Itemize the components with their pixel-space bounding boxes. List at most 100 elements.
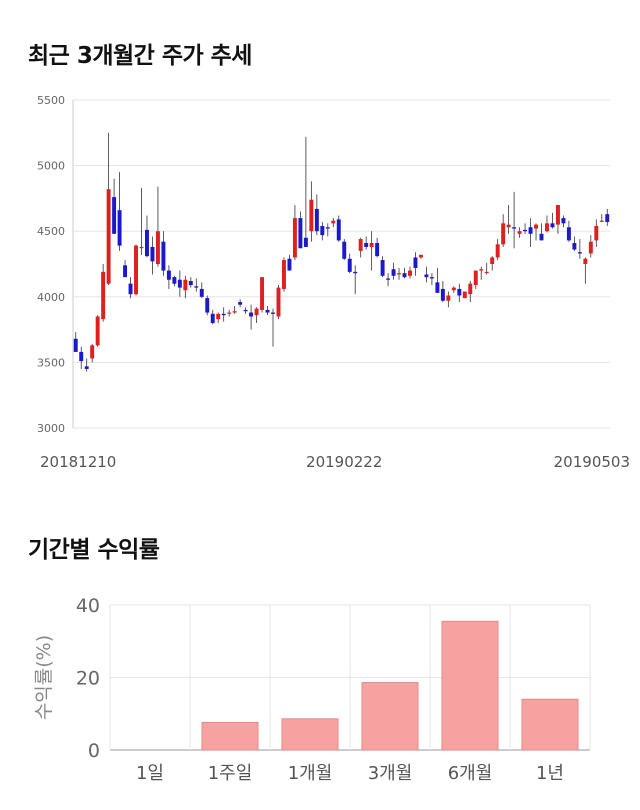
candle bbox=[177, 270, 182, 297]
candle bbox=[123, 260, 128, 278]
candle-body-up bbox=[183, 279, 188, 291]
candle bbox=[210, 309, 215, 325]
x-tick-label: 20181210 bbox=[40, 453, 116, 471]
candle-body-up bbox=[397, 273, 402, 275]
candle-body-up bbox=[545, 223, 549, 232]
candle-body-down bbox=[440, 288, 445, 301]
candle-body-down bbox=[73, 338, 78, 352]
candle-body-down bbox=[205, 298, 210, 313]
candle-body-down bbox=[166, 270, 171, 280]
candle-body-down bbox=[353, 271, 358, 274]
candle-body-up bbox=[101, 271, 106, 320]
candle-body-down bbox=[161, 241, 166, 271]
candle bbox=[271, 308, 275, 347]
candle-body-up bbox=[501, 223, 506, 245]
candle-body-down bbox=[79, 351, 84, 362]
candle bbox=[605, 208, 610, 226]
candle bbox=[150, 236, 155, 275]
x-tick-label: 1일 bbox=[136, 763, 164, 784]
candle bbox=[90, 344, 95, 363]
candle bbox=[172, 275, 177, 287]
candle-body-down bbox=[303, 237, 308, 247]
candle bbox=[117, 172, 122, 251]
candle-body-down bbox=[605, 214, 610, 223]
candle bbox=[216, 312, 221, 324]
candle bbox=[205, 295, 210, 316]
candle bbox=[79, 346, 84, 369]
candle bbox=[539, 223, 544, 241]
x-tick-label: 20190222 bbox=[306, 453, 382, 471]
candle bbox=[468, 281, 473, 303]
candle bbox=[336, 215, 341, 242]
candle-body-up bbox=[227, 312, 232, 314]
candle bbox=[462, 291, 467, 299]
candle bbox=[375, 237, 380, 258]
x-tick-label: 20190503 bbox=[554, 453, 630, 471]
candle bbox=[73, 332, 78, 352]
candle bbox=[112, 178, 117, 234]
candle bbox=[495, 239, 500, 261]
candle bbox=[523, 223, 528, 234]
candle bbox=[545, 215, 549, 233]
candle-body-down bbox=[117, 210, 122, 246]
candle bbox=[320, 222, 325, 241]
candle bbox=[309, 181, 314, 242]
candle bbox=[572, 236, 577, 251]
candle bbox=[386, 273, 391, 287]
candle bbox=[484, 262, 489, 275]
candle-body-down bbox=[150, 246, 155, 262]
candle bbox=[588, 235, 593, 258]
candle-body-down bbox=[112, 197, 117, 234]
candle bbox=[265, 305, 270, 316]
candle bbox=[276, 284, 281, 320]
candle bbox=[260, 277, 265, 313]
candle bbox=[583, 257, 588, 284]
candle-body-down bbox=[424, 274, 429, 278]
candle bbox=[397, 267, 402, 280]
candle-body-up bbox=[155, 231, 160, 264]
candle-body-down bbox=[265, 309, 270, 313]
candle-body-down bbox=[320, 225, 325, 236]
candle bbox=[227, 309, 232, 317]
candle bbox=[155, 186, 160, 267]
candle-body-down bbox=[249, 312, 254, 317]
y-tick-label: 40 bbox=[76, 595, 100, 617]
candle bbox=[161, 231, 166, 276]
candle-body-down bbox=[539, 233, 544, 241]
candle bbox=[369, 231, 374, 271]
candle-body-down bbox=[402, 273, 407, 278]
price-trend-title: 최근 3개월간 주가 추세 bbox=[28, 43, 252, 69]
return-bar bbox=[521, 698, 579, 751]
candle-body-down bbox=[577, 252, 582, 254]
return-bar bbox=[361, 682, 419, 751]
candle-body-down bbox=[528, 227, 533, 234]
candle bbox=[418, 254, 423, 259]
candle bbox=[440, 281, 445, 303]
candle bbox=[95, 315, 100, 347]
candle-body-up bbox=[216, 313, 221, 320]
candle-body-down bbox=[347, 258, 352, 272]
y-tick-label: 4500 bbox=[37, 225, 65, 238]
candle-body-down bbox=[188, 281, 193, 285]
candle-body-down bbox=[172, 277, 177, 284]
candle bbox=[221, 307, 226, 322]
candle-body-down bbox=[512, 227, 517, 229]
candle-body-down bbox=[457, 288, 462, 296]
candle bbox=[561, 215, 566, 228]
candle-body-down bbox=[128, 283, 133, 295]
candle-body-down bbox=[325, 227, 330, 229]
candle-body-down bbox=[523, 229, 528, 232]
x-tick-label: 3개월 bbox=[368, 763, 413, 784]
candle bbox=[413, 252, 418, 276]
candle bbox=[577, 239, 582, 259]
candle-body-down bbox=[435, 282, 440, 293]
candle bbox=[555, 204, 560, 234]
y-tick-label: 5500 bbox=[37, 94, 65, 107]
candle bbox=[457, 283, 462, 303]
candle-body-up bbox=[408, 270, 412, 276]
candle bbox=[506, 204, 511, 234]
candle-body-down bbox=[123, 265, 128, 278]
candle-body-up bbox=[517, 231, 522, 234]
candle-body-up bbox=[90, 345, 95, 359]
